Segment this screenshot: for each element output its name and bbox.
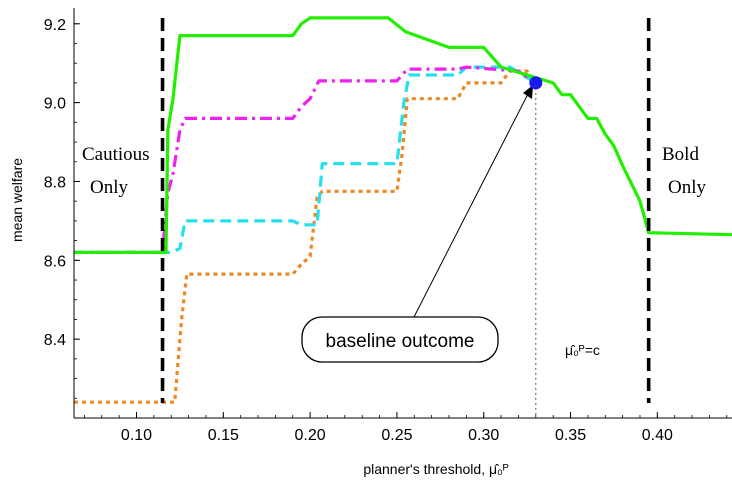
y-tick-label: 9.2 [44,17,66,34]
point-layer [529,76,543,90]
callout-text: baseline outcome [326,331,475,352]
y-tick-label: 8.4 [44,332,66,349]
series-line [74,65,537,254]
series-line [74,16,732,254]
y-tick-label: 9.0 [44,96,66,113]
y-tick-label: 8.8 [44,174,66,191]
cautious-label-line2: Only [90,177,129,198]
x-tick-label: 0.25 [381,427,412,444]
callout-arrowhead [523,85,533,99]
bold-label-line2: Only [668,177,707,198]
callout-arrow-line [413,89,531,318]
vertical-lines [160,18,651,418]
cautious-label-line1: Cautious [82,144,150,165]
x-axis-label: planner's threshold, μ̂₀ᴾ [363,461,509,477]
x-tick-label: 0.35 [555,427,586,444]
x-tick-label: 0.40 [642,427,673,444]
x-tick-label: 0.15 [208,427,239,444]
baseline-point [529,76,543,90]
series-line [74,65,537,254]
callout-box [301,316,499,363]
threshold-equals-c-label: μ̂₀ᴾ=c [565,342,600,358]
x-tick-label: 0.10 [121,427,152,444]
x-tick-label: 0.30 [468,427,499,444]
y-ticks: 8.4 8.6 8.8 9.0 9.2 [44,17,80,399]
x-ticks: 0.10 0.15 0.20 0.25 0.30 0.35 0.40 [84,412,728,444]
series-layer [74,16,732,404]
y-axis-label: mean welfare [9,158,25,242]
x-tick-label: 0.20 [295,427,326,444]
baseline-callout: baseline outcome [301,85,533,363]
y-tick-label: 8.6 [44,253,66,270]
series-line [74,69,538,404]
bold-label-line1: Bold [662,144,699,165]
